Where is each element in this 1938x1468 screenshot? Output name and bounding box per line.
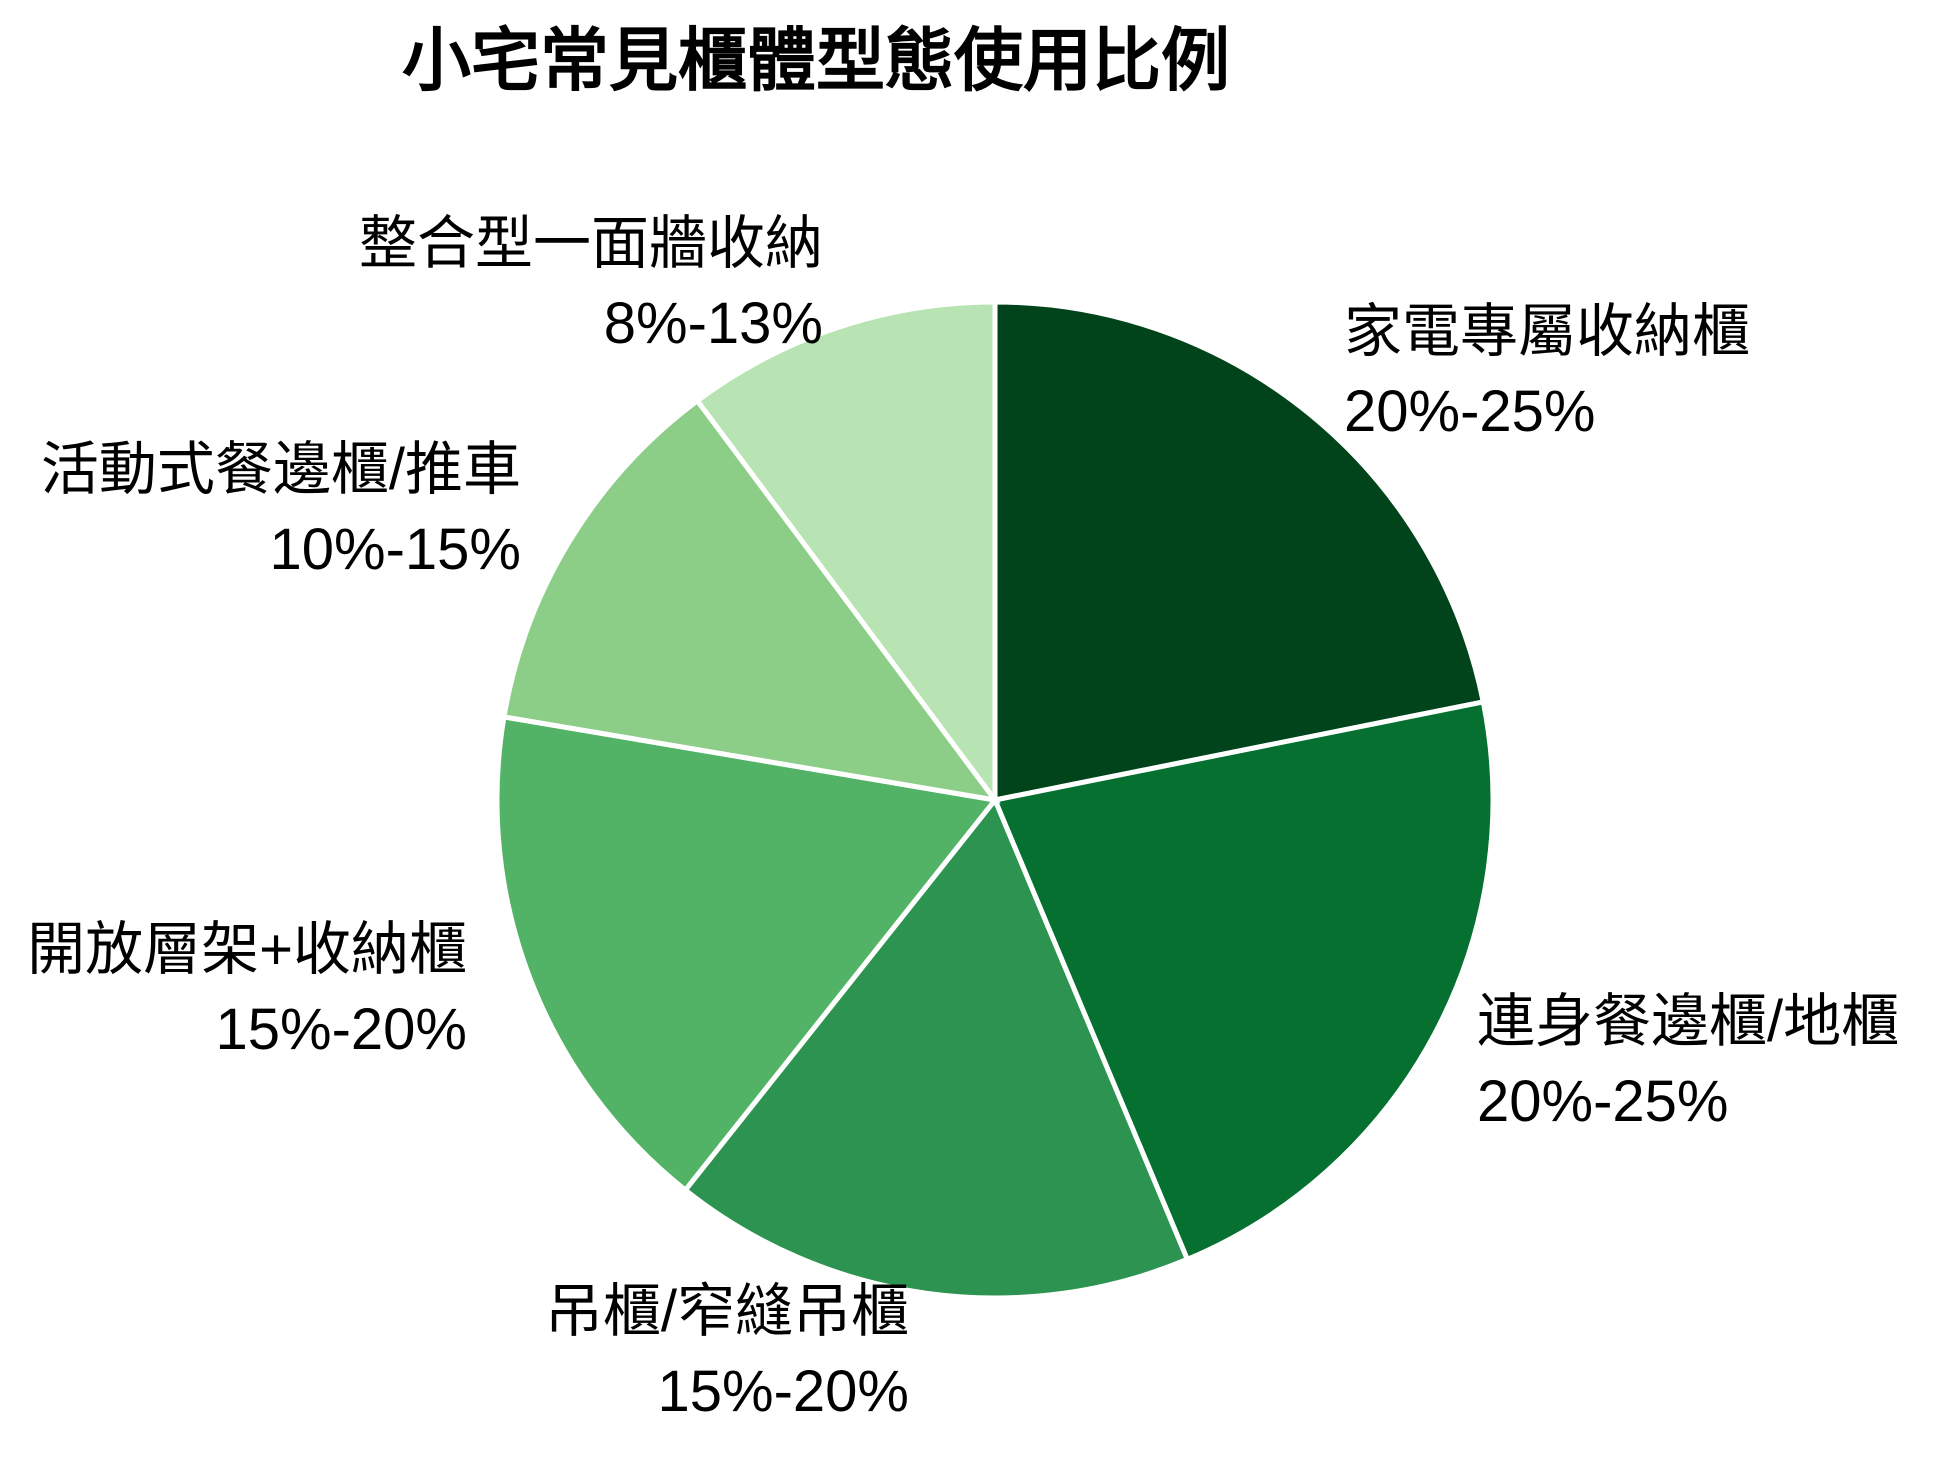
pie-slice-integrated-wall-storage	[693, 299, 998, 808]
slice-label-open-shelf-storage-cabinet: 開放層架+收納櫃 15%-20%	[27, 910, 467, 1070]
slice-percentage-range: 20%-25%	[1344, 379, 1596, 444]
slice-label-appliance-storage-cabinet: 家電專屬收納櫃 20%-25%	[1344, 292, 1750, 452]
chart-title: 小宅常見櫃體型態使用比例	[402, 22, 1230, 99]
slice-name: 連身餐邊櫃/地櫃	[1477, 989, 1900, 1054]
slice-name: 整合型一面牆收納	[358, 211, 823, 276]
slice-name: 家電專屬收納櫃	[1344, 299, 1751, 364]
slice-label-hanging-slim-cabinet: 吊櫃/窄縫吊櫃 15%-20%	[545, 1272, 909, 1432]
slice-name: 開放層架+收納櫃	[27, 917, 467, 982]
pie-slice-attached-sideboard-base-cabinet	[991, 698, 1496, 1263]
slice-name: 活動式餐邊櫃/推車	[40, 437, 521, 502]
pie-slice-appliance-storage-cabinet	[992, 299, 1487, 804]
slice-name: 吊櫃/窄縫吊櫃	[544, 1279, 909, 1344]
slice-label-integrated-wall-storage: 整合型一面牆收納 8%-13%	[359, 204, 823, 364]
slice-label-mobile-sideboard-cart: 活動式餐邊櫃/推車 10%-15%	[41, 430, 521, 590]
pie-slice-hanging-slim-cabinet	[681, 795, 1191, 1301]
slice-percentage-range: 15%-20%	[215, 997, 467, 1062]
slice-percentage-range: 15%-20%	[657, 1359, 909, 1424]
pie-slice-open-shelf-storage-cabinet	[494, 713, 1000, 1194]
pie-slice-mobile-sideboard-cart	[501, 397, 1001, 804]
slice-percentage-range: 10%-15%	[269, 517, 521, 582]
slice-percentage-range: 8%-13%	[603, 291, 823, 356]
slice-percentage-range: 20%-25%	[1477, 1069, 1729, 1134]
slice-label-attached-sideboard-base-cabinet: 連身餐邊櫃/地櫃 20%-25%	[1477, 982, 1899, 1142]
